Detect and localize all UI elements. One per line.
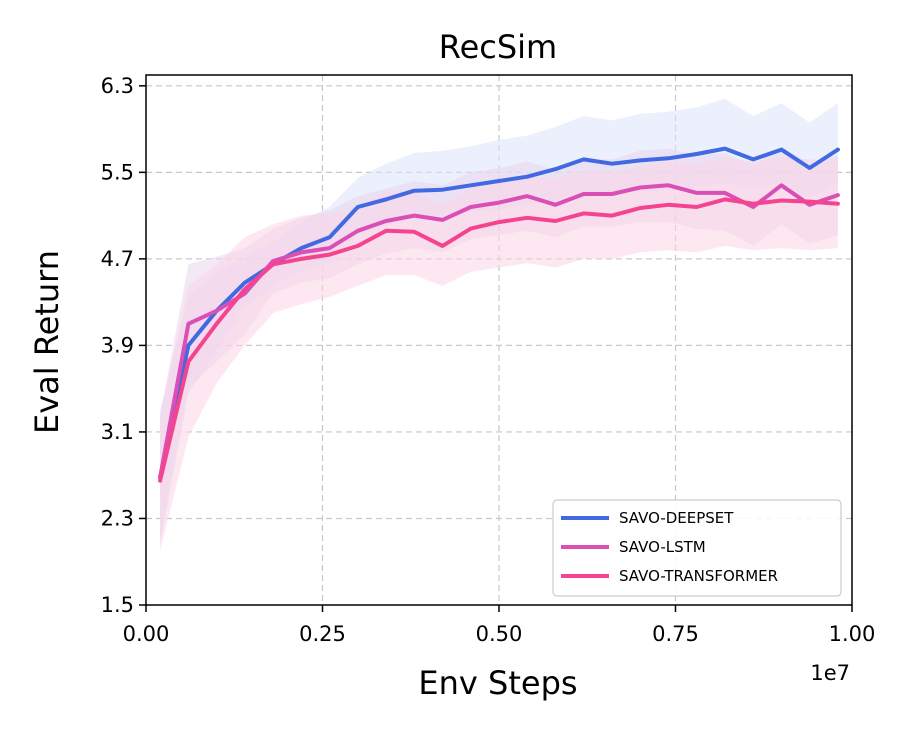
x-axis-ticks: 0.00 0.25 0.50 0.75 1.00	[123, 605, 876, 646]
x-tick-label: 1.00	[829, 622, 876, 646]
y-tick-label: 2.3	[101, 506, 134, 530]
line-savo-lstm	[158, 183, 840, 480]
legend: SAVO-DEEPSET SAVO-LSTM SAVO-TRANSFORMER	[552, 499, 842, 597]
legend-box	[552, 499, 842, 597]
x-tick-label: 0.00	[123, 622, 170, 646]
y-tick-label: 1.5	[101, 593, 134, 617]
legend-label-savo-transformer: SAVO-TRANSFORMER	[619, 567, 778, 585]
confidence-bands	[160, 98, 838, 551]
y-tick-label: 4.7	[101, 247, 134, 271]
band-savo-transformer	[160, 157, 838, 551]
legend-label-savo-lstm: SAVO-LSTM	[619, 538, 706, 556]
x-tick-label: 0.50	[476, 622, 523, 646]
x-axis-title: Env Steps	[418, 664, 577, 702]
y-tick-label: 3.9	[101, 333, 134, 357]
x-tick-label: 0.75	[652, 622, 699, 646]
y-tick-label: 6.3	[101, 74, 134, 98]
y-tick-label: 5.5	[101, 160, 134, 184]
x-axis-offset-label: 1e7	[810, 661, 850, 685]
legend-label-savo-deepset: SAVO-DEEPSET	[619, 509, 734, 527]
x-tick-label: 0.25	[299, 622, 346, 646]
line-savo-transformer	[158, 197, 840, 483]
chart-title: RecSim	[439, 28, 557, 66]
y-axis-ticks: 1.5 2.3 3.1 3.9 4.7 5.5 6.3	[101, 74, 146, 617]
y-axis-title: Eval Return	[28, 250, 66, 434]
y-tick-label: 3.1	[101, 420, 134, 444]
series-lines	[158, 146, 840, 483]
